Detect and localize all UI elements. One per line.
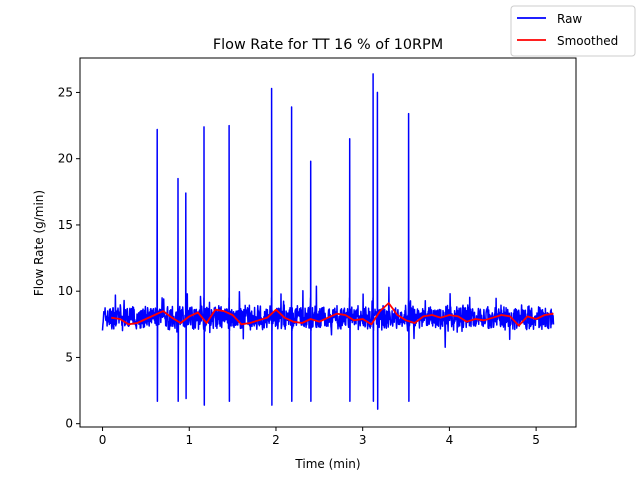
y-tick-label: 10 [58,284,73,298]
chart-title: Flow Rate for TT 16 % of 10RPM [213,37,443,53]
y-axis-label: Flow Rate (g/min) [32,190,46,296]
x-tick-label: 2 [272,433,280,447]
y-tick-label: 0 [65,417,73,431]
y-tick-label: 5 [65,350,73,364]
x-tick-label: 4 [446,433,454,447]
legend: Raw Smoothed [510,5,636,57]
legend-smoothed-label: Smoothed [557,34,618,48]
smoothed-series-line [111,302,554,327]
legend-raw-label: Raw [557,12,582,26]
x-axis-ticks: 0 1 2 3 4 5 [99,427,540,447]
series-layer [101,73,555,410]
raw-series-line [101,73,555,410]
y-tick-label: 15 [58,218,73,232]
x-tick-label: 5 [532,433,540,447]
y-tick-label: 25 [58,85,73,99]
y-tick-label: 20 [58,152,73,166]
x-tick-label: 1 [185,433,193,447]
x-tick-label: 3 [359,433,367,447]
axes-frame [79,57,577,428]
x-tick-label: 0 [99,433,107,447]
plot-area [79,57,577,428]
x-axis-label: Time (min) [294,457,360,471]
y-axis-ticks: 0 5 10 15 20 25 [58,85,80,431]
